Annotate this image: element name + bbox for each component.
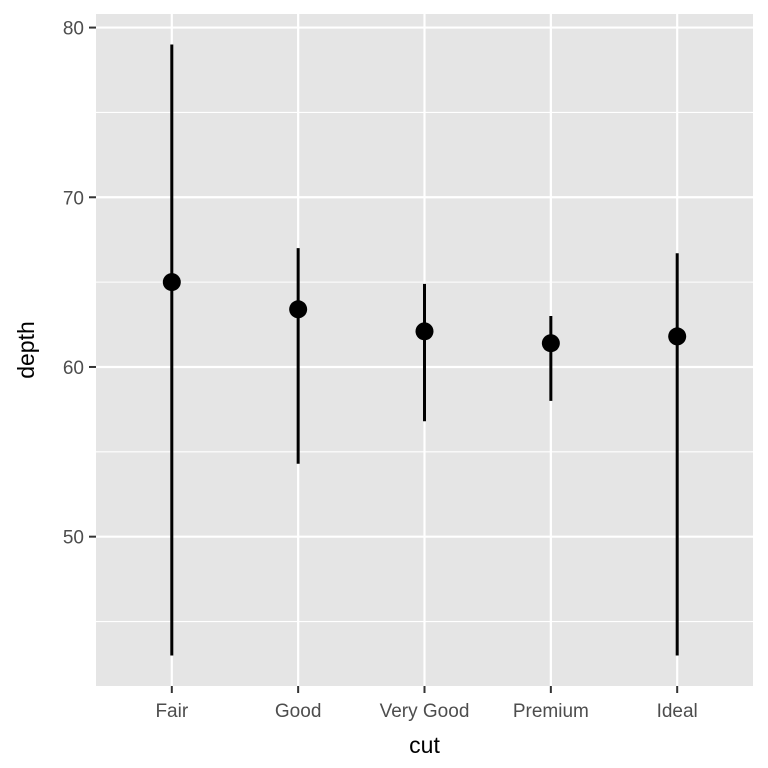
y-axis: 50 60 70 80 [63, 19, 96, 549]
x-tick-label: Very Good [380, 701, 470, 722]
x-axis-title: cut [409, 732, 440, 758]
mean-point [162, 273, 181, 292]
mean-point [415, 322, 434, 341]
y-axis-title: depth [13, 321, 39, 379]
y-tick-label: 60 [63, 358, 84, 379]
x-axis: Fair Good Very Good Premium Ideal [155, 686, 698, 722]
mean-point [541, 334, 560, 353]
mean-points [162, 273, 687, 353]
y-tick-label: 80 [63, 19, 84, 40]
x-tick-label: Fair [155, 701, 188, 722]
mean-point [668, 327, 687, 346]
x-tick-label: Premium [513, 701, 589, 722]
x-tick-label: Ideal [657, 701, 698, 722]
y-tick-label: 50 [63, 528, 84, 549]
range-lines [170, 44, 679, 656]
mean-point [289, 300, 308, 319]
x-tick-label: Good [275, 701, 321, 722]
y-tick-label: 70 [63, 188, 84, 209]
